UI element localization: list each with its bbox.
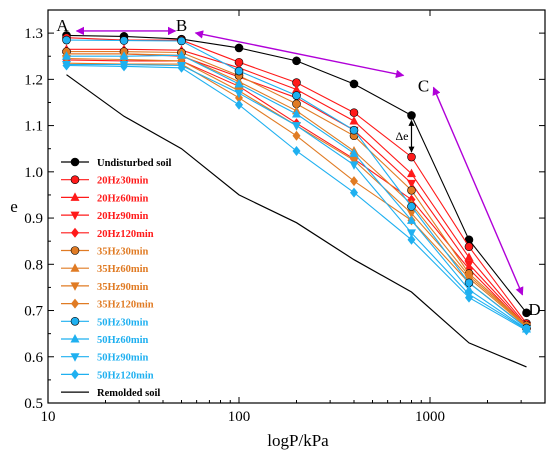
arrow-c-d (432, 86, 524, 296)
remolded-line-layer (66, 74, 527, 368)
y-tick-label: 0.5 (24, 396, 43, 412)
y-tick-label: 1.2 (24, 72, 43, 88)
data-point (62, 35, 71, 45)
data-point (349, 148, 359, 157)
legend: Undisturbed soil 20Hz30min 20Hz60min 20Hz90… (61, 157, 171, 399)
data-point (292, 146, 301, 157)
data-point (177, 50, 187, 59)
data-point (349, 161, 359, 170)
data-point (71, 369, 79, 380)
data-point (70, 316, 80, 326)
legend-label: 20Hz120min (97, 229, 154, 240)
data-point (407, 152, 416, 162)
data-point (349, 125, 359, 135)
data-point (464, 242, 474, 252)
legend-label: 35Hz90min (97, 282, 148, 293)
data-point (406, 215, 416, 224)
data-point (349, 187, 358, 198)
data-point (234, 43, 244, 53)
data-point (349, 108, 359, 117)
data-point (407, 202, 416, 211)
legend-label: 50Hz90min (97, 353, 148, 364)
x-tick-label: 10 (41, 409, 56, 425)
data-point (349, 176, 358, 187)
data-point (522, 308, 531, 318)
data-point (70, 334, 80, 343)
data-point (292, 109, 301, 118)
data-point (62, 51, 72, 60)
data-point (71, 298, 79, 309)
legend-label: Remolded soil (97, 388, 160, 399)
arrow-b-c (194, 30, 405, 79)
x-axis-title: logP/kPa (267, 431, 329, 450)
data-point (62, 60, 71, 71)
y-tick-label: 1.3 (24, 26, 43, 42)
point-label-b: B (176, 16, 187, 35)
annotation-layer: A B C D Δe (56, 16, 540, 319)
data-point (292, 56, 301, 66)
data-point (406, 179, 416, 189)
data-point (70, 263, 80, 272)
data-point (70, 246, 80, 255)
y-axis-title: e (10, 197, 18, 216)
data-point (70, 157, 80, 167)
series-line (66, 74, 527, 368)
data-point (234, 89, 244, 99)
data-point (349, 156, 359, 166)
x-tick-label: 1000 (415, 409, 445, 425)
legend-label: 35Hz60min (97, 264, 148, 275)
x-tick-label: 100 (228, 409, 251, 425)
data-point (349, 79, 359, 89)
data-point (234, 78, 244, 88)
delta-e-label: Δe (395, 129, 408, 143)
chart-axes: 0.5 0.6 0.7 0.8 0.9 1.0 1.1 1.2 1.3 10 100 1000 (24, 9, 546, 425)
data-point (407, 234, 416, 245)
data-point (292, 130, 301, 141)
data-point (349, 115, 359, 125)
data-point (120, 61, 129, 72)
data-point (70, 211, 80, 221)
data-point (177, 36, 186, 46)
data-point (292, 91, 301, 100)
data-point (70, 353, 80, 362)
y-tick-label: 1.0 (24, 165, 43, 181)
data-point (292, 84, 301, 94)
legend-label: 35Hz30min (97, 247, 148, 258)
data-point (407, 111, 416, 120)
legend-label: 20Hz30min (97, 176, 148, 187)
y-tick-label: 0.8 (24, 257, 43, 273)
data-point (119, 51, 129, 60)
legend-label: 50Hz60min (97, 335, 148, 346)
legend-label: 20Hz60min (97, 193, 148, 204)
data-point (292, 122, 301, 131)
legend-label: 50Hz30min (97, 317, 148, 328)
point-label-d: D (528, 300, 540, 319)
data-point (70, 175, 80, 184)
y-tick-label: 1.1 (24, 119, 43, 135)
point-label-a: A (56, 16, 69, 35)
data-point (177, 62, 186, 73)
data-point (406, 229, 416, 238)
y-tick-label: 0.9 (24, 211, 43, 227)
data-point (119, 36, 129, 45)
data-point (234, 66, 244, 76)
legend-label: 35Hz120min (97, 300, 154, 311)
data-point (235, 99, 244, 110)
data-point (406, 168, 416, 178)
data-point (70, 282, 80, 291)
y-tick-label: 0.6 (24, 350, 43, 366)
data-point (522, 325, 531, 336)
data-point (406, 209, 416, 219)
legend-label: 50Hz120min (97, 370, 154, 381)
data-point (407, 186, 416, 195)
data-point (71, 227, 79, 238)
point-label-c: C (418, 76, 429, 95)
legend-label: Undisturbed soil (97, 158, 171, 169)
y-tick-label: 0.7 (24, 304, 43, 320)
legend-label: 20Hz90min (97, 211, 148, 222)
data-point (70, 192, 80, 201)
